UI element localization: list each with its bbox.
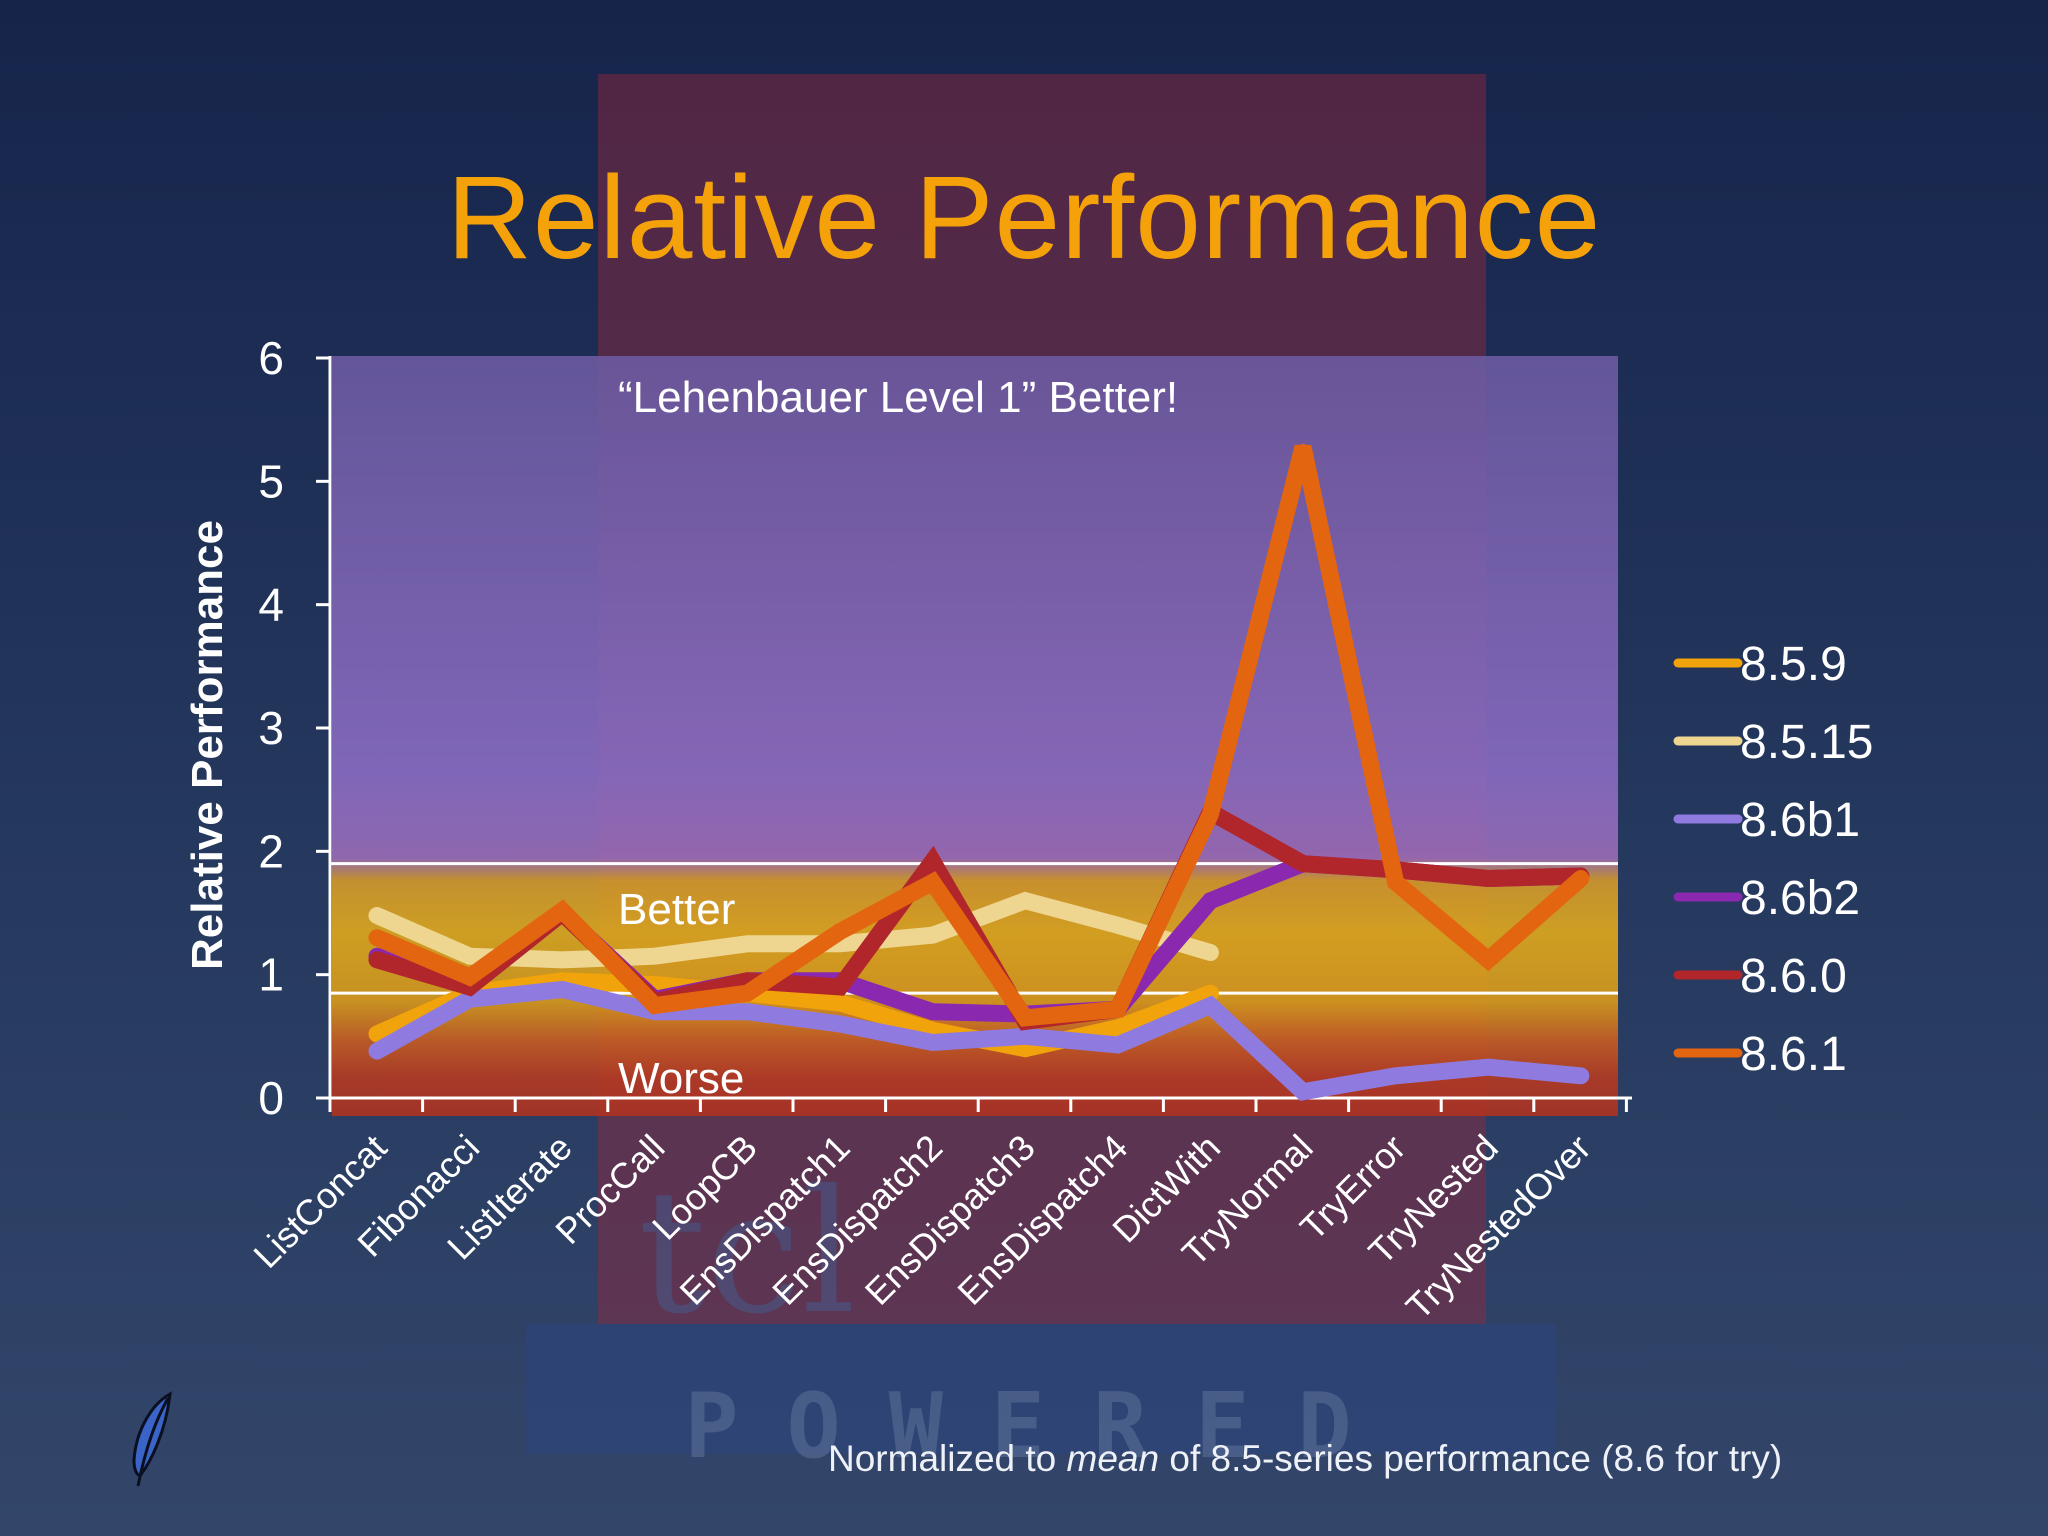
data-point: [1485, 956, 1492, 963]
annotation-top: “Lehenbauer Level 1” Better!: [618, 373, 1178, 422]
annotations: “Lehenbauer Level 1” Better! Better Wors…: [618, 373, 1178, 1103]
data-point: [744, 940, 751, 947]
data-point: [1207, 990, 1214, 997]
data-point: [1114, 1041, 1121, 1048]
data-point: [929, 932, 936, 939]
y-tick-label: 4: [258, 579, 284, 631]
y-tick-label: 6: [258, 332, 284, 384]
data-point: [837, 1021, 843, 1027]
data-point: [744, 990, 751, 997]
y-tick-label: 3: [258, 702, 284, 754]
data-point: [929, 1039, 936, 1046]
data-point: [1300, 443, 1306, 450]
data-point: [1485, 1064, 1492, 1071]
data-point: [466, 953, 473, 960]
legend-label: 8.5.9: [1740, 638, 1847, 691]
footnote: Normalized to mean of 8.5-series perform…: [828, 1438, 1928, 1480]
data-point: [1207, 897, 1214, 904]
footnote-prefix: Normalized to: [828, 1438, 1067, 1479]
legend-label: 8.6b2: [1740, 872, 1860, 925]
series-line-8.6.1: [368, 444, 1590, 1027]
data-point: [929, 879, 936, 886]
data-point: [374, 956, 380, 963]
y-tick-label: 5: [258, 455, 284, 507]
feather-icon: [132, 1391, 172, 1487]
data-point: [374, 1048, 380, 1055]
annotation-better: Better: [618, 885, 735, 934]
data-point: [929, 1008, 936, 1015]
legend-label: 8.6.0: [1740, 950, 1847, 1003]
footnote-suffix: of 8.5-series performance (8.6 for try): [1159, 1438, 1783, 1479]
data-point: [466, 996, 473, 1003]
y-tick-label: 2: [258, 825, 284, 877]
data-point: [1300, 1088, 1306, 1095]
data-point: [651, 953, 658, 960]
background-logo-text: POWERED: [684, 1374, 1400, 1479]
data-point: [1114, 1006, 1121, 1013]
legend-label: 8.5.15: [1740, 716, 1873, 769]
series-line-8.6b1: [368, 980, 1590, 1101]
series-layer: [368, 443, 1590, 1101]
data-point: [1392, 1072, 1399, 1079]
data-point: [466, 974, 473, 981]
annotation-worse: Worse: [618, 1054, 744, 1103]
data-point: [374, 1030, 380, 1037]
legend: 8.5.9 8.5.15 8.6b1 8.6b2 8.6.0 8.6.1: [1673, 638, 1873, 1081]
data-point: [837, 928, 843, 935]
y-tick-label: 1: [258, 949, 284, 1001]
data-point: [559, 986, 566, 993]
data-point: [651, 981, 658, 988]
data-point: [1392, 879, 1399, 886]
data-point: [1022, 1033, 1029, 1040]
zone-background: [332, 356, 1618, 1116]
background-logo-band: [526, 1324, 1556, 1454]
data-point: [1207, 811, 1214, 818]
slide-title: Relative Performance: [446, 152, 1602, 284]
data-point: [1022, 897, 1029, 904]
data-point: [374, 912, 380, 919]
data-point: [1577, 1072, 1584, 1079]
data-point: [651, 1002, 658, 1009]
footnote-emphasis: mean: [1066, 1438, 1160, 1479]
legend-label: 8.6b1: [1740, 794, 1860, 847]
data-point: [1207, 1002, 1214, 1009]
y-tick-label: 0: [258, 1072, 284, 1124]
background-logo-mark: tcl: [638, 1154, 856, 1352]
data-point: [929, 1027, 936, 1034]
data-point: [744, 1008, 751, 1015]
data-point: [1207, 949, 1214, 956]
legend-label: 8.6.1: [1740, 1028, 1847, 1081]
data-point: [374, 934, 380, 941]
data-point: [837, 1000, 843, 1007]
data-point: [1022, 1014, 1029, 1021]
data-point: [559, 956, 566, 963]
data-point: [1022, 1045, 1029, 1052]
y-axis-label: Relative Performance: [183, 520, 232, 970]
data-point: [929, 858, 936, 865]
data-point: [1485, 875, 1492, 882]
data-point: [1300, 860, 1306, 867]
data-point: [837, 984, 843, 990]
data-point: [559, 907, 566, 914]
data-point: [1114, 922, 1121, 929]
data-point: [1577, 875, 1584, 882]
data-point: [1114, 1024, 1121, 1031]
